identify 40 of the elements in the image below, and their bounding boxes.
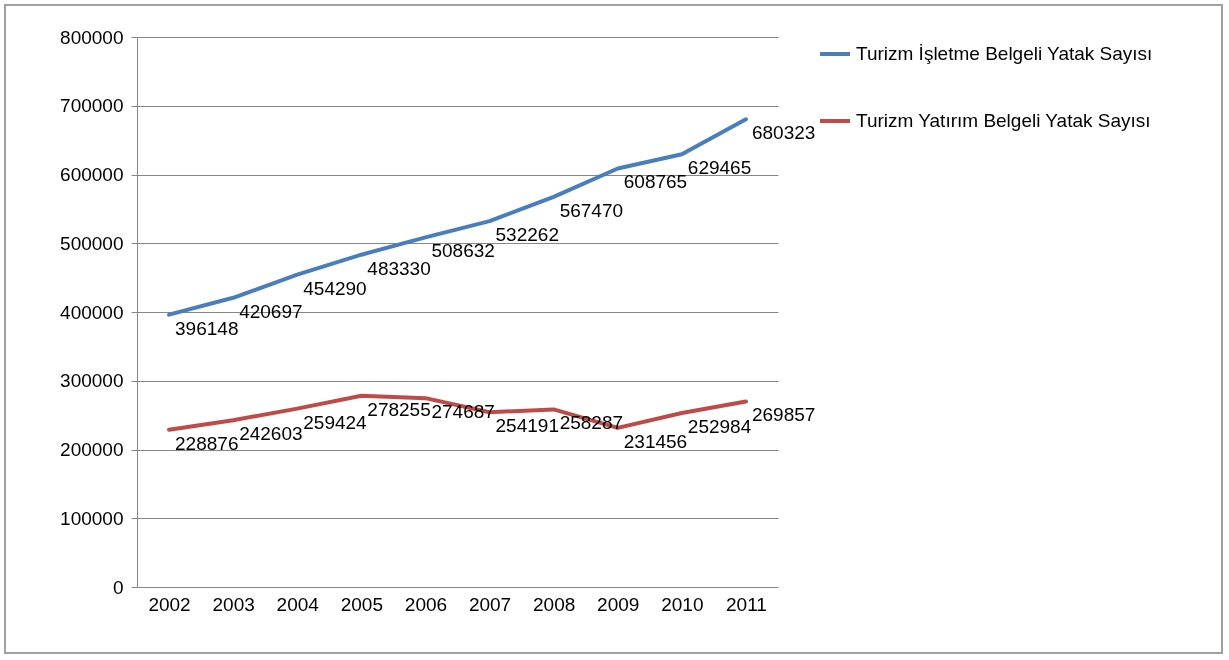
y-tick-label: 700000	[60, 95, 124, 117]
data-label: 259424	[303, 411, 368, 433]
data-label: 278255	[367, 398, 431, 420]
data-label: 420697	[239, 300, 303, 322]
data-label: 252984	[687, 416, 752, 438]
data-label: 396148	[175, 317, 239, 339]
data-label: 567470	[559, 199, 624, 221]
y-tick-label: 100000	[60, 507, 124, 529]
x-tick-label: 2007	[468, 593, 512, 615]
x-tick-label: 2004	[276, 593, 320, 615]
legend-label: Turizm İşletme Belgeli Yatak Sayısı	[856, 43, 1153, 64]
y-tick-label: 800000	[60, 26, 124, 48]
data-label: 629465	[687, 157, 752, 179]
x-tick-label: 2009	[597, 593, 640, 615]
x-tick-label: 2008	[533, 593, 576, 615]
data-label: 231456	[623, 430, 688, 452]
data-label: 269857	[751, 404, 816, 426]
y-tick-label: 300000	[60, 370, 124, 392]
y-tick-label: 0	[112, 576, 124, 598]
data-label: 274687	[431, 401, 495, 423]
data-label: 254191	[495, 415, 559, 437]
data-label: 454290	[303, 277, 367, 299]
data-label: 680323	[751, 122, 816, 144]
x-tick-label: 2002	[148, 593, 191, 615]
x-tick-label: 2010	[661, 593, 704, 615]
x-tick-label: 2003	[212, 593, 255, 615]
y-tick-label: 600000	[60, 164, 124, 185]
data-label: 228876	[175, 432, 239, 454]
data-label: 608765	[623, 171, 688, 193]
y-tick-label: 500000	[60, 232, 124, 254]
data-label: 242603	[239, 423, 303, 445]
x-tick-label: 2005	[340, 593, 383, 615]
legend-label: Turizm Yatırım Belgeli Yatak Sayısı	[856, 110, 1151, 131]
y-tick-label: 200000	[60, 439, 124, 460]
data-label: 483330	[367, 257, 431, 279]
data-label: 508632	[431, 240, 495, 262]
x-tick-label: 2011	[726, 593, 767, 615]
data-label: 532262	[495, 224, 559, 246]
x-tick-label: 2006	[404, 593, 448, 615]
y-tick-label: 400000	[60, 301, 124, 323]
